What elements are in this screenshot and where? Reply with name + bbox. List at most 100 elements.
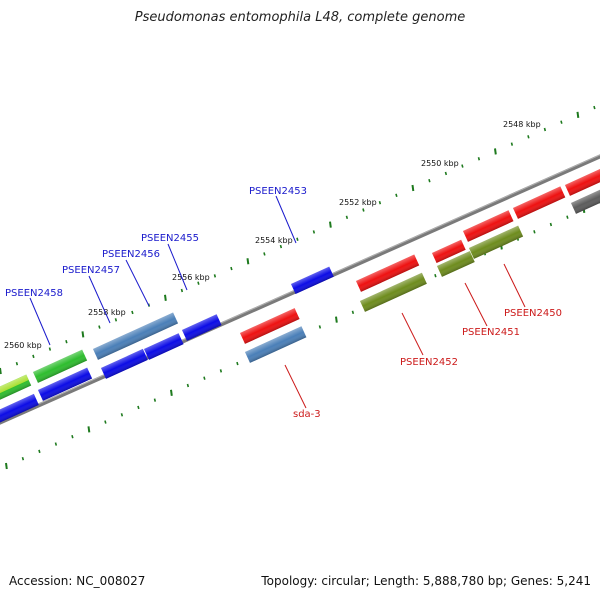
- minor-tick: [279, 244, 283, 249]
- minor-tick: [533, 230, 536, 234]
- minor-tick: [296, 237, 299, 241]
- minor-tick: [560, 120, 563, 124]
- minor-tick: [236, 361, 239, 366]
- minor-tick: [21, 456, 25, 461]
- gene-feature[interactable]: [356, 254, 420, 292]
- gene-label-pseen2451[interactable]: PSEEN2451: [462, 327, 520, 338]
- gene-feature[interactable]: [93, 312, 179, 360]
- minor-tick: [137, 405, 140, 410]
- minor-tick: [444, 171, 448, 176]
- minor-tick: [318, 325, 322, 329]
- major-tick: [81, 331, 85, 338]
- tick-label-2550: 2550 kbp: [421, 159, 459, 168]
- minor-tick: [54, 442, 58, 446]
- minor-tick: [197, 281, 200, 285]
- gene-labels: PSEEN2453 PSEEN2455 PSEEN2456 PSEEN2457 …: [5, 186, 562, 420]
- gene-feature[interactable]: [245, 326, 307, 363]
- minor-tick: [180, 288, 184, 293]
- minor-tick: [71, 435, 74, 439]
- minor-tick: [263, 252, 266, 256]
- gene-feature[interactable]: [513, 186, 566, 219]
- minor-tick: [434, 274, 437, 278]
- minor-tick: [153, 398, 157, 402]
- gene-feature[interactable]: [565, 167, 600, 196]
- gene-feature[interactable]: [0, 374, 32, 403]
- tick-label-2552: 2552 kbp: [339, 198, 377, 207]
- gene-feature[interactable]: [360, 272, 427, 312]
- minor-tick: [395, 193, 398, 198]
- gene-feature[interactable]: [182, 314, 222, 341]
- gene-feature[interactable]: [33, 349, 88, 383]
- gene-feature[interactable]: [463, 210, 514, 242]
- gene-feature[interactable]: [571, 188, 600, 214]
- minor-tick: [219, 369, 223, 373]
- minor-tick: [186, 383, 190, 388]
- gene-feature[interactable]: [144, 333, 184, 360]
- leader-line: [401, 312, 424, 356]
- major-tick: [335, 316, 338, 323]
- minor-tick: [477, 157, 481, 161]
- gene-feature[interactable]: [291, 266, 334, 295]
- major-tick: [246, 258, 250, 265]
- gene-label-sda-3[interactable]: sda-3: [293, 409, 321, 420]
- minor-tick: [98, 325, 101, 329]
- minor-tick: [114, 318, 118, 322]
- tick-labels: 2548 kbp 2550 kbp 2552 kbp 2554 kbp 2556…: [4, 120, 541, 350]
- minor-tick: [312, 230, 316, 234]
- gene-label-pseen2458[interactable]: PSEEN2458: [5, 288, 63, 299]
- gene-label-pseen2450[interactable]: PSEEN2450: [504, 308, 562, 319]
- gene-features: [0, 167, 600, 424]
- minor-tick: [131, 310, 134, 315]
- minor-tick: [593, 105, 596, 110]
- map-title: Pseudomonas entomophila L48, complete ge…: [134, 10, 466, 25]
- minor-tick: [15, 361, 19, 366]
- tick-label-2560: 2560 kbp: [4, 341, 42, 350]
- gene-feature[interactable]: [469, 225, 524, 259]
- minor-tick: [120, 413, 124, 417]
- leader-lines: [29, 195, 526, 409]
- minor-tick: [461, 164, 464, 168]
- leader-line: [88, 275, 111, 324]
- gene-feature[interactable]: [38, 367, 93, 401]
- minor-tick: [549, 222, 553, 227]
- leader-line: [464, 282, 488, 327]
- minor-tick: [510, 142, 514, 146]
- minor-tick: [104, 420, 107, 424]
- minor-tick: [351, 310, 355, 315]
- minor-tick: [362, 208, 365, 212]
- gene-label-pseen2453[interactable]: PSEEN2453: [249, 186, 307, 197]
- leader-line: [29, 297, 51, 346]
- leader-line: [284, 364, 307, 409]
- minor-tick: [203, 376, 206, 380]
- gene-feature[interactable]: [239, 308, 300, 344]
- gene-feature[interactable]: [437, 251, 475, 277]
- major-tick: [329, 221, 332, 228]
- leader-line: [167, 243, 188, 291]
- major-tick: [494, 148, 497, 155]
- gene-label-pseen2455[interactable]: PSEEN2455: [141, 233, 199, 244]
- major-tick: [576, 111, 580, 118]
- gene-label-pseen2452[interactable]: PSEEN2452: [400, 357, 458, 368]
- minor-tick: [48, 347, 52, 351]
- major-tick: [5, 462, 8, 470]
- major-tick: [411, 184, 415, 192]
- accession-text: Accession: NC_008027: [9, 574, 146, 588]
- gene-label-pseen2457[interactable]: PSEEN2457: [62, 265, 120, 276]
- major-tick: [170, 389, 173, 396]
- minor-tick: [38, 449, 41, 454]
- minor-tick: [527, 135, 530, 139]
- gene-label-pseen2456[interactable]: PSEEN2456: [102, 249, 160, 260]
- major-tick: [0, 367, 2, 375]
- leader-line: [503, 263, 526, 308]
- minor-tick: [345, 215, 349, 220]
- tick-label-2554: 2554 kbp: [255, 236, 293, 245]
- gene-feature[interactable]: [432, 239, 466, 264]
- major-tick: [164, 294, 167, 301]
- topology-text: Topology: circular; Length: 5,888,780 bp…: [261, 574, 591, 588]
- gene-feature[interactable]: [101, 348, 148, 379]
- minor-tick: [32, 354, 35, 359]
- minor-tick: [230, 266, 233, 271]
- gene-feature[interactable]: [0, 393, 39, 424]
- tick-label-2548: 2548 kbp: [503, 120, 541, 129]
